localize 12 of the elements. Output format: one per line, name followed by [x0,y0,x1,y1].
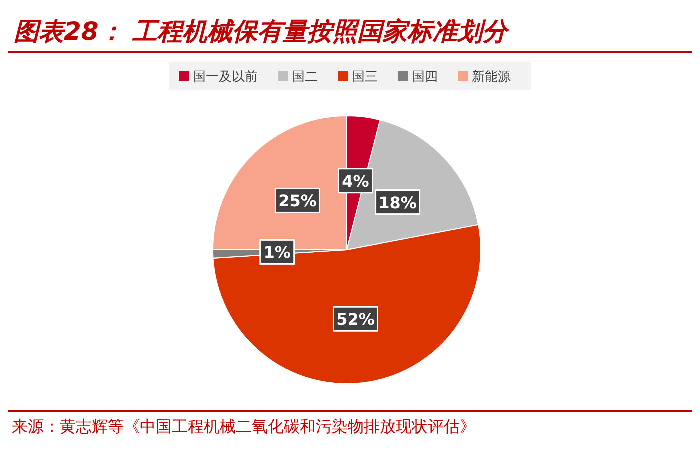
data-label: 4% [342,172,370,191]
legend-label: 国一及以前 [193,70,258,85]
source-note: 来源：黄志辉等《中国工程机械二氧化碳和污染物排放现状评估》 [12,417,476,436]
legend-label: 国三 [352,70,378,85]
data-label: 1% [264,243,291,262]
legend-label: 新能源 [472,70,511,85]
legend-label: 国四 [412,70,438,85]
chart-title: 图表28： 工程机械保有量按照国家标准划分 [14,17,510,46]
legend-label: 国二 [292,70,318,85]
data-label: 25% [278,192,317,211]
data-label: 18% [378,193,417,212]
data-label: 52% [336,310,375,330]
